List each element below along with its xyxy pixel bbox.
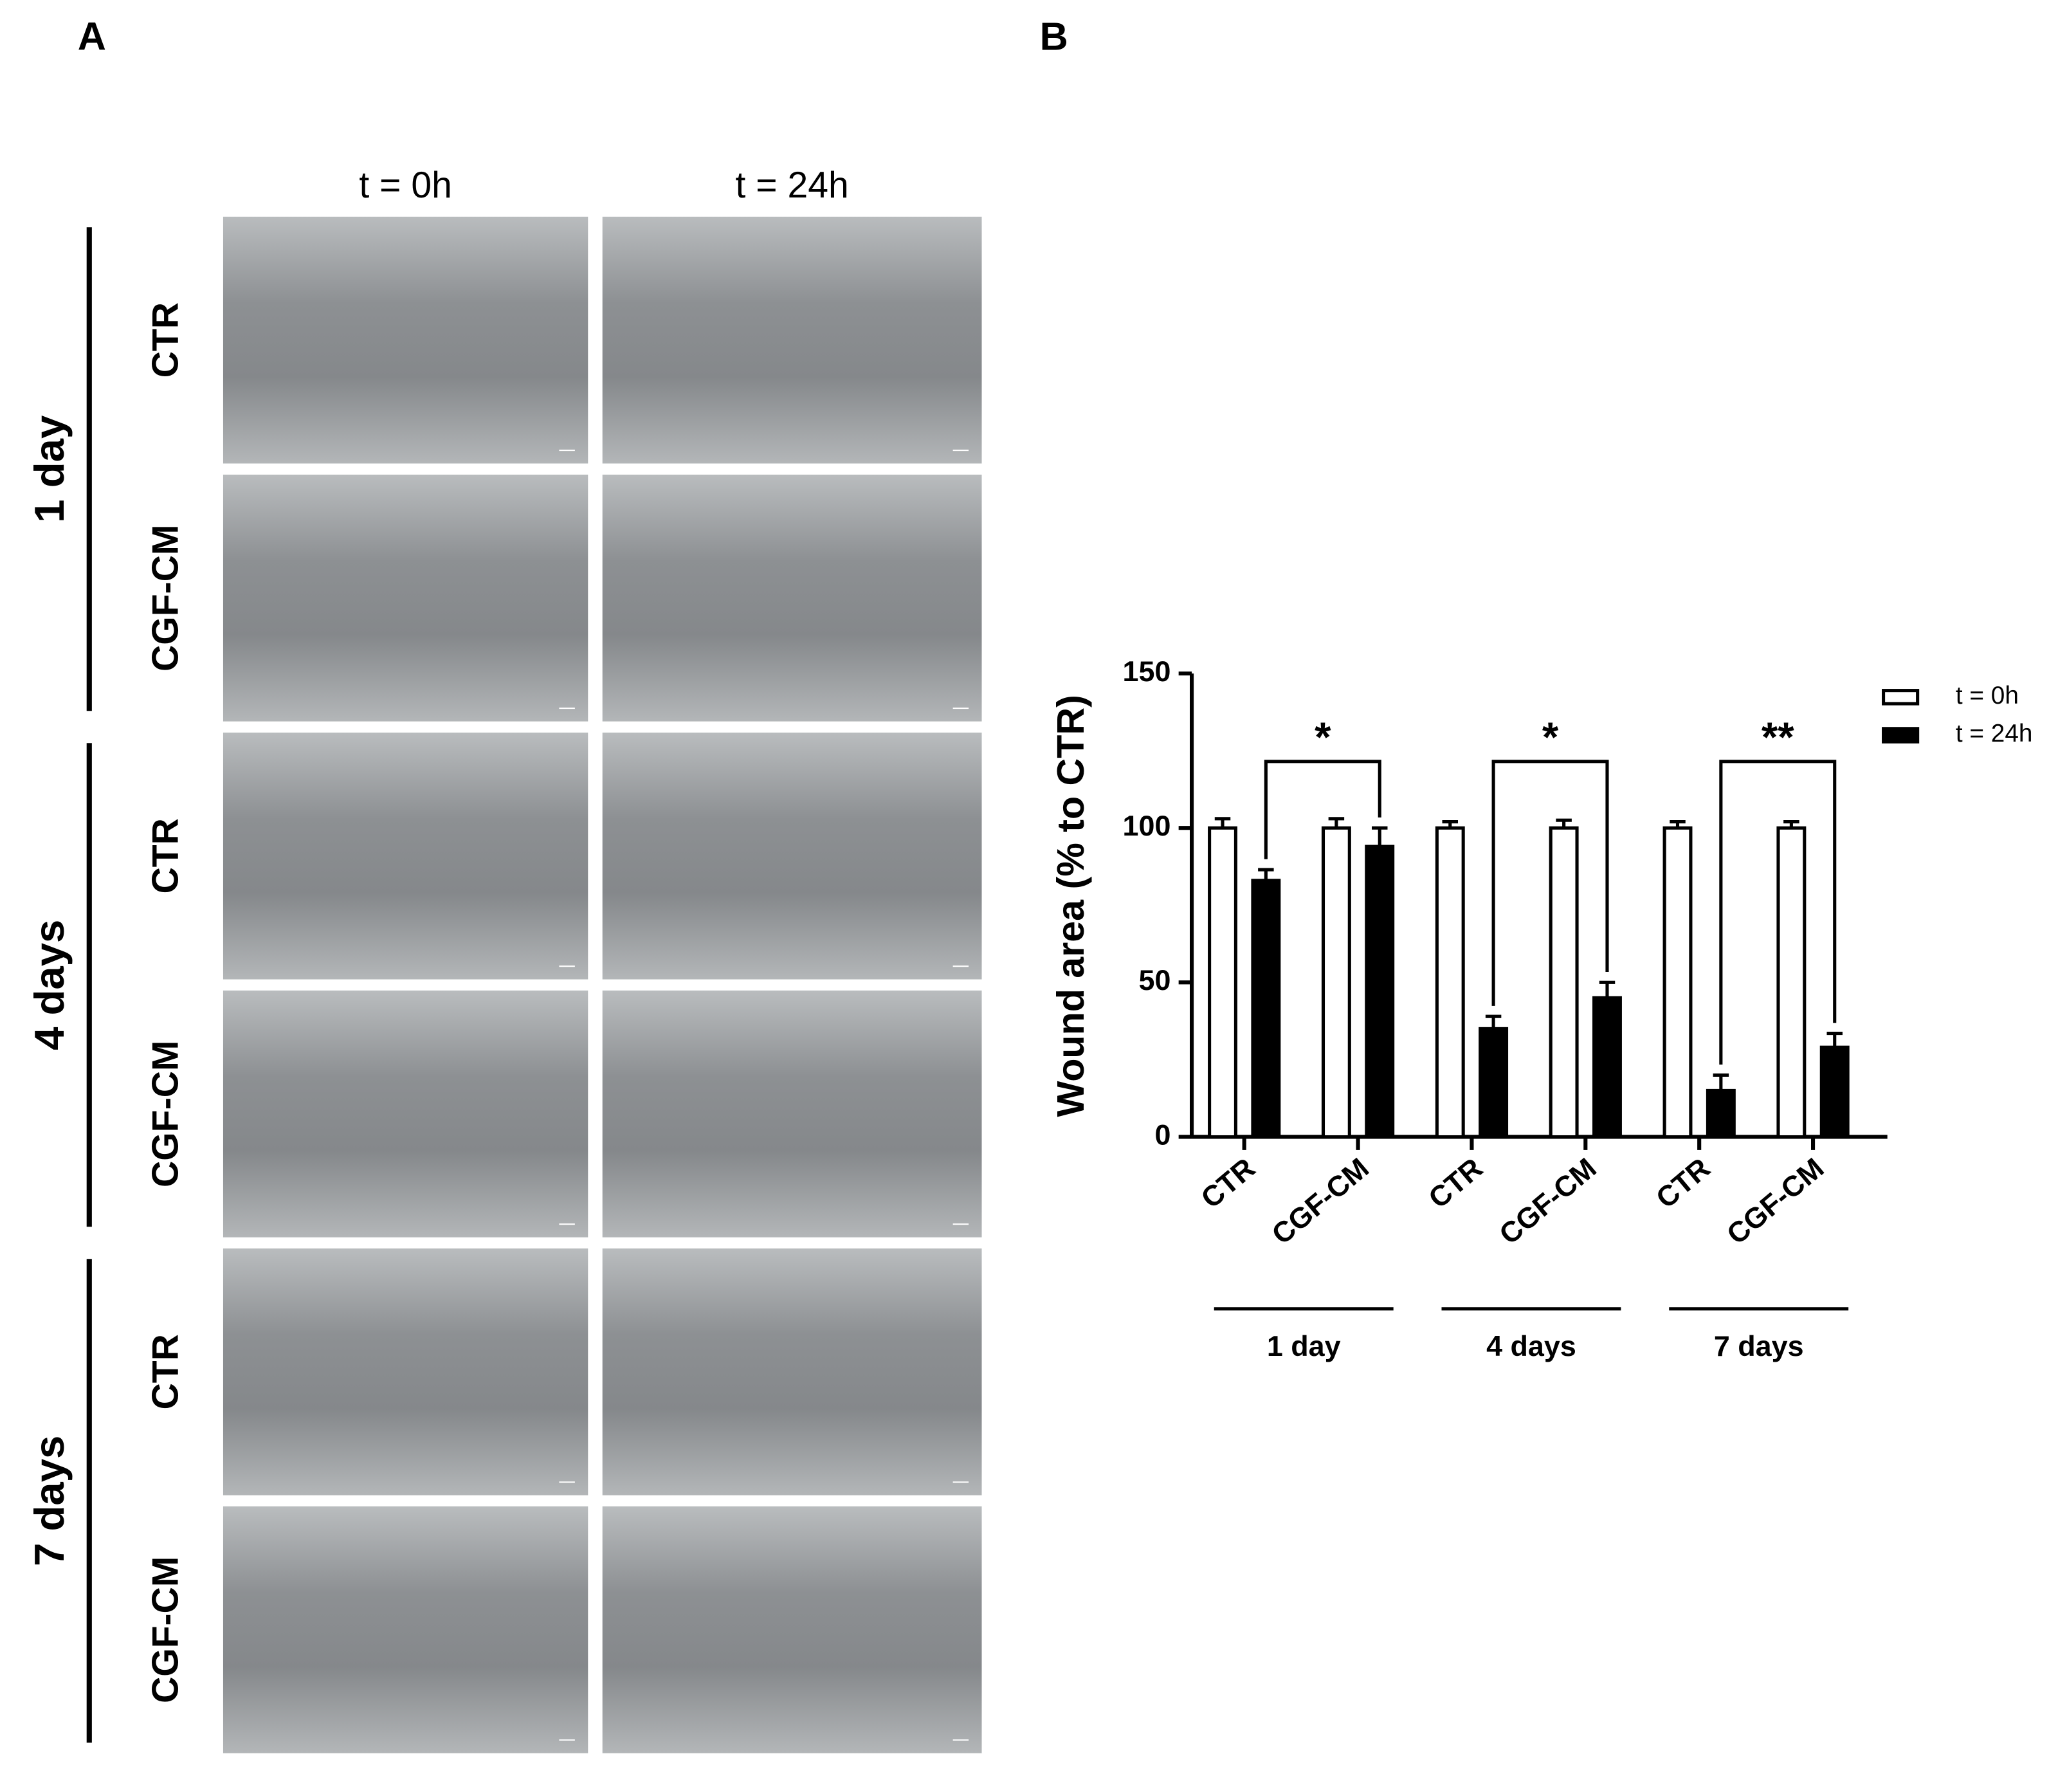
micrograph <box>223 1506 588 1753</box>
y-axis-title: Wound area (% to CTR) <box>1049 695 1092 1117</box>
error-bar <box>1556 818 1572 828</box>
legend-label: t = 0h <box>1956 682 2019 709</box>
error-bar <box>1670 820 1686 828</box>
x-tick-label: CGF-CM <box>1493 1151 1602 1250</box>
error-bar <box>1826 1032 1843 1048</box>
micrograph <box>223 216 588 464</box>
error-bar <box>1599 980 1616 998</box>
row-label: CGF-CM <box>145 1041 186 1187</box>
row-label: CGF-CM <box>145 1557 186 1703</box>
bar <box>1706 1088 1736 1139</box>
error-bar <box>1214 817 1231 828</box>
legend-swatch <box>1882 689 1920 706</box>
error-bar <box>1442 820 1458 828</box>
micrograph <box>223 474 588 722</box>
significance-label: ** <box>1762 713 1794 760</box>
significance-bracket <box>1264 760 1381 859</box>
significance-label: * <box>1315 713 1331 760</box>
bar <box>1251 879 1281 1139</box>
panel-label: A <box>78 15 106 59</box>
bar <box>1365 845 1395 1139</box>
bar <box>1435 826 1465 1139</box>
error-bar <box>1713 1073 1729 1091</box>
column-header: t = 0h <box>359 165 452 206</box>
y-tick-label: 100 <box>1123 809 1171 842</box>
row-label: CTR <box>145 818 186 893</box>
bar <box>1208 826 1237 1139</box>
micrograph <box>602 990 982 1238</box>
error-bar <box>1328 817 1345 828</box>
legend-swatch <box>1882 727 1920 744</box>
bar <box>1321 826 1351 1139</box>
group-label: 7 days <box>26 1436 73 1566</box>
error-bar <box>1372 826 1388 847</box>
y-tick-label: 150 <box>1123 655 1171 688</box>
micrograph <box>602 474 982 722</box>
group-label: 4 days <box>26 920 73 1050</box>
column-header: t = 24h <box>735 165 848 206</box>
micrograph <box>602 216 982 464</box>
row-label: CGF-CM <box>145 525 186 672</box>
error-bar <box>1783 820 1799 828</box>
bar <box>1479 1027 1509 1139</box>
group-label: 1 day <box>26 416 73 523</box>
x-tick-label: CTR <box>1650 1151 1716 1214</box>
micrograph <box>223 1248 588 1495</box>
significance-bracket <box>1491 760 1609 1006</box>
bar <box>1819 1045 1850 1139</box>
bar <box>1592 996 1622 1139</box>
group-label: 1 day <box>1267 1330 1341 1362</box>
micrograph <box>602 1506 982 1753</box>
error-bar <box>1258 868 1274 881</box>
panel-label: B <box>1040 15 1068 59</box>
legend-label: t = 24h <box>1956 720 2033 747</box>
x-tick-label: CGF-CM <box>1266 1151 1375 1250</box>
group-label: 4 days <box>1486 1330 1576 1362</box>
group-label: 7 days <box>1714 1330 1804 1362</box>
x-tick-label: CTR <box>1195 1151 1261 1214</box>
bar <box>1549 826 1579 1139</box>
bar <box>1776 826 1807 1139</box>
micrograph <box>602 732 982 980</box>
bar <box>1662 826 1693 1139</box>
x-tick-label: CTR <box>1422 1151 1488 1214</box>
significance-bracket <box>1719 760 1837 1065</box>
x-tick-label: CGF-CM <box>1720 1151 1830 1250</box>
row-label: CTR <box>145 1334 186 1409</box>
significance-label: * <box>1542 713 1559 760</box>
micrograph <box>223 990 588 1238</box>
micrograph <box>602 1248 982 1495</box>
y-tick-label: 0 <box>1154 1118 1170 1151</box>
micrograph <box>223 732 588 980</box>
error-bar <box>1485 1014 1502 1029</box>
row-label: CTR <box>145 302 186 378</box>
y-tick-label: 50 <box>1138 964 1170 996</box>
